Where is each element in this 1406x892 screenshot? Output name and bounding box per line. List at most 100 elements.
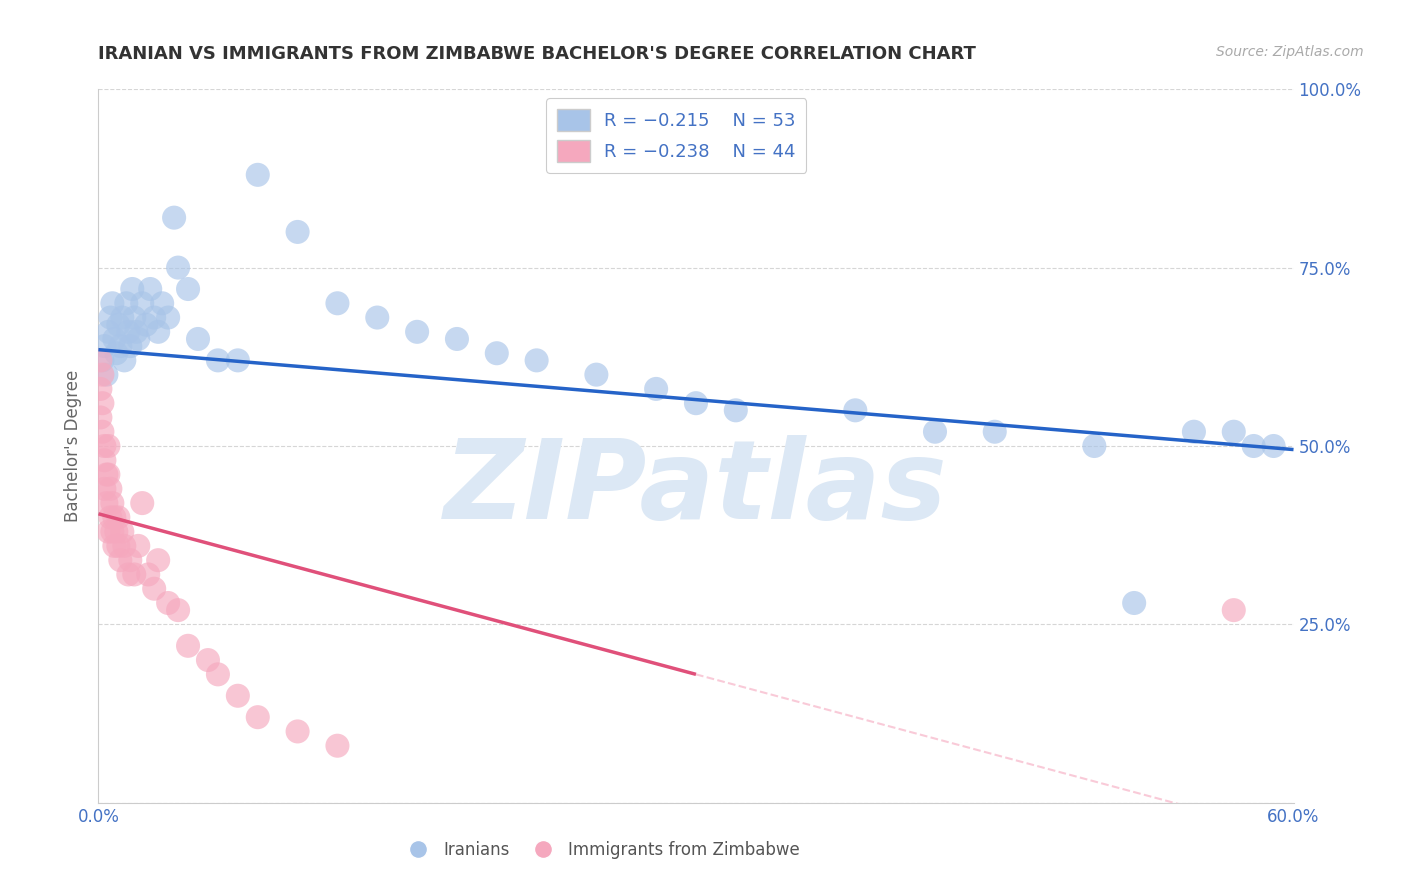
- Point: [93, 482, 115, 496]
- Point: [100, 510, 122, 524]
- Point: [101, 296, 124, 310]
- Point: [1222, 603, 1246, 617]
- Point: [100, 482, 122, 496]
- Point: [93, 439, 115, 453]
- Point: [100, 310, 122, 325]
- Point: [645, 382, 668, 396]
- Y-axis label: Bachelor's Degree: Bachelor's Degree: [65, 370, 83, 522]
- Text: ZIPatlas: ZIPatlas: [444, 435, 948, 542]
- Point: [96, 368, 118, 382]
- Point: [1263, 439, 1285, 453]
- Point: [131, 296, 153, 310]
- Point: [103, 332, 125, 346]
- Point: [167, 603, 190, 617]
- Point: [124, 310, 146, 325]
- Point: [101, 524, 124, 539]
- Point: [406, 325, 429, 339]
- Point: [105, 524, 128, 539]
- Text: Source: ZipAtlas.com: Source: ZipAtlas.com: [1216, 45, 1364, 59]
- Point: [246, 710, 269, 724]
- Point: [150, 296, 173, 310]
- Point: [724, 403, 747, 417]
- Point: [148, 325, 170, 339]
- Point: [103, 510, 125, 524]
- Point: [110, 339, 132, 353]
- Point: [97, 439, 120, 453]
- Point: [287, 724, 309, 739]
- Point: [107, 510, 129, 524]
- Point: [246, 168, 269, 182]
- Point: [924, 425, 946, 439]
- Point: [167, 260, 190, 275]
- Point: [115, 296, 138, 310]
- Point: [96, 496, 118, 510]
- Point: [97, 325, 120, 339]
- Point: [131, 496, 153, 510]
- Point: [585, 368, 607, 382]
- Point: [105, 346, 128, 360]
- Point: [157, 596, 180, 610]
- Point: [91, 396, 114, 410]
- Point: [124, 567, 146, 582]
- Point: [127, 332, 149, 346]
- Point: [117, 567, 139, 582]
- Point: [112, 353, 135, 368]
- Point: [93, 453, 115, 467]
- Point: [366, 310, 388, 325]
- Point: [107, 318, 129, 332]
- Point: [526, 353, 548, 368]
- Point: [110, 553, 132, 567]
- Point: [685, 396, 707, 410]
- Legend: Iranians, Immigrants from Zimbabwe: Iranians, Immigrants from Zimbabwe: [395, 835, 806, 866]
- Point: [844, 403, 866, 417]
- Point: [226, 353, 249, 368]
- Point: [446, 332, 468, 346]
- Point: [127, 539, 149, 553]
- Point: [984, 425, 1007, 439]
- Point: [96, 467, 118, 482]
- Point: [121, 282, 143, 296]
- Point: [139, 282, 162, 296]
- Point: [148, 553, 170, 567]
- Point: [1083, 439, 1105, 453]
- Point: [91, 425, 114, 439]
- Point: [326, 739, 349, 753]
- Point: [97, 524, 120, 539]
- Point: [326, 296, 349, 310]
- Point: [111, 310, 134, 325]
- Point: [485, 346, 508, 360]
- Text: IRANIAN VS IMMIGRANTS FROM ZIMBABWE BACHELOR'S DEGREE CORRELATION CHART: IRANIAN VS IMMIGRANTS FROM ZIMBABWE BACH…: [98, 45, 976, 62]
- Point: [177, 639, 200, 653]
- Point: [143, 310, 166, 325]
- Point: [111, 524, 134, 539]
- Point: [287, 225, 309, 239]
- Point: [177, 282, 200, 296]
- Point: [157, 310, 180, 325]
- Point: [226, 689, 249, 703]
- Point: [97, 467, 120, 482]
- Point: [107, 539, 129, 553]
- Point: [91, 368, 114, 382]
- Point: [125, 325, 148, 339]
- Point: [101, 496, 124, 510]
- Point: [135, 318, 157, 332]
- Point: [91, 353, 114, 368]
- Point: [89, 353, 111, 368]
- Point: [89, 410, 111, 425]
- Point: [187, 332, 209, 346]
- Point: [112, 539, 135, 553]
- Point: [136, 567, 159, 582]
- Point: [163, 211, 186, 225]
- Point: [120, 339, 142, 353]
- Point: [117, 325, 139, 339]
- Point: [103, 539, 125, 553]
- Point: [89, 382, 111, 396]
- Point: [197, 653, 219, 667]
- Point: [1123, 596, 1146, 610]
- Point: [120, 553, 142, 567]
- Point: [1222, 425, 1246, 439]
- Point: [1243, 439, 1265, 453]
- Point: [1182, 425, 1205, 439]
- Point: [207, 353, 229, 368]
- Point: [93, 339, 115, 353]
